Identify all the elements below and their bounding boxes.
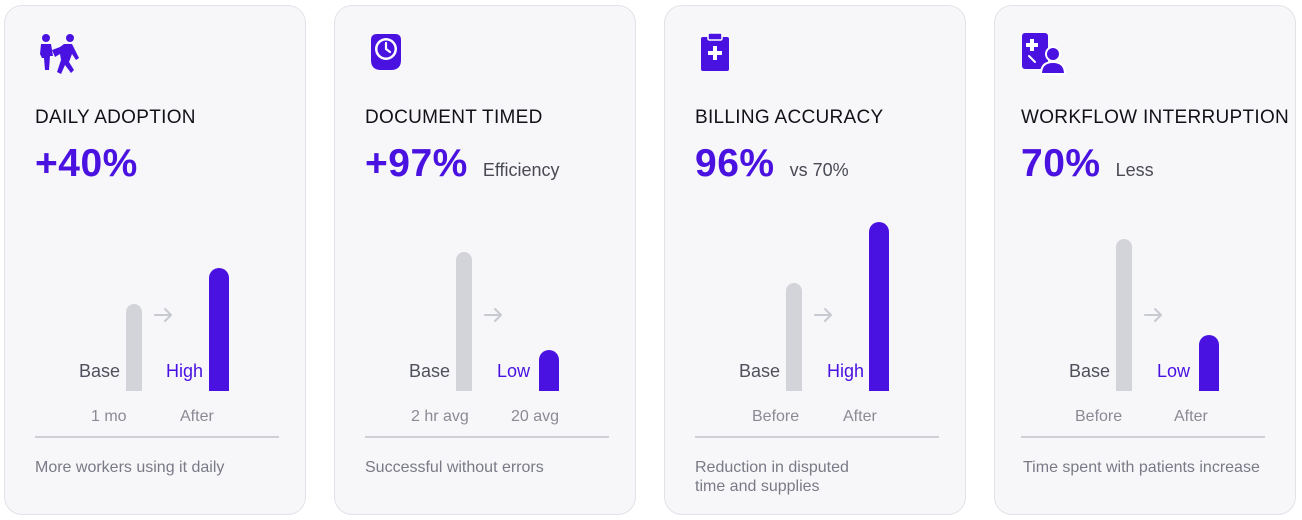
stat-card-document-timed: DOCUMENT TIMED +97% Efficiency Base Low … [334, 5, 636, 515]
base-bar-label: Base [409, 361, 451, 381]
card-title: DOCUMENT TIMED [365, 107, 543, 128]
arrow-right-icon [814, 308, 832, 322]
after-bar [539, 350, 559, 391]
arrow-right-icon [484, 308, 502, 322]
card-description: Time spent with patients increase [1023, 459, 1260, 476]
base-tick: Before [1075, 408, 1123, 425]
metric-value: +97% [365, 142, 468, 185]
metric-row: +40% [35, 142, 138, 186]
metric-suffix: vs 70% [789, 160, 849, 180]
after-bar-label: High [827, 361, 865, 381]
base-bar-label: Base [79, 361, 121, 381]
after-bar-label: High [166, 361, 204, 381]
divider [365, 436, 609, 438]
stat-card-daily-adoption: DAILY ADOPTION +40% Base High 1 mo After… [4, 5, 306, 515]
base-bar [1116, 239, 1132, 391]
after-tick: After [843, 408, 877, 425]
base-bar-label: Base [1069, 361, 1111, 381]
medical-clipboard-icon [695, 30, 743, 78]
after-bar-label: Low [1157, 361, 1191, 381]
base-bar [126, 304, 142, 391]
card-description: Successful without errors [365, 459, 544, 476]
stat-card-workflow-interruption: WORKFLOW INTERRUPTION 70% Less Base Low … [994, 5, 1296, 515]
base-tick: Before [752, 408, 800, 425]
after-bar-label: Low [497, 361, 531, 381]
people-running-icon [35, 30, 83, 78]
metric-suffix: Less [1115, 160, 1154, 180]
divider [695, 436, 939, 438]
divider [1021, 436, 1265, 438]
base-bar [456, 252, 472, 391]
clock-icon [365, 30, 413, 78]
after-tick: 20 avg [511, 408, 560, 425]
metric-value: 70% [1021, 142, 1101, 185]
divider [35, 436, 279, 438]
after-tick: After [1174, 408, 1208, 425]
card-title: WORKFLOW INTERRUPTION [1021, 107, 1290, 128]
metric-row: 96% vs 70% [695, 142, 849, 186]
metric-suffix: Efficiency [482, 160, 560, 180]
arrow-right-icon [1144, 308, 1162, 322]
base-bar-label: Base [739, 361, 781, 381]
metric-value: +40% [35, 142, 138, 185]
card-description: More workers using it daily [35, 459, 225, 476]
card-title: BILLING ACCURACY [695, 107, 884, 128]
card-description: Reduction in disputed time and supplies [695, 459, 849, 495]
after-bar [1199, 335, 1219, 391]
after-tick: After [180, 408, 214, 425]
doctor-patient-icon [1019, 30, 1067, 78]
after-bar [869, 222, 889, 391]
after-bar [209, 268, 229, 391]
metric-row: 70% Less [1021, 142, 1154, 186]
base-bar [786, 283, 802, 391]
stat-card-billing-accuracy: BILLING ACCURACY 96% vs 70% Base High Be… [664, 5, 966, 515]
metric-value: 96% [695, 142, 775, 185]
metric-row: +97% Efficiency [365, 142, 560, 186]
arrow-right-icon [154, 308, 172, 322]
card-title: DAILY ADOPTION [35, 107, 196, 128]
base-tick: 1 mo [91, 408, 127, 425]
base-tick: 2 hr avg [411, 408, 469, 425]
